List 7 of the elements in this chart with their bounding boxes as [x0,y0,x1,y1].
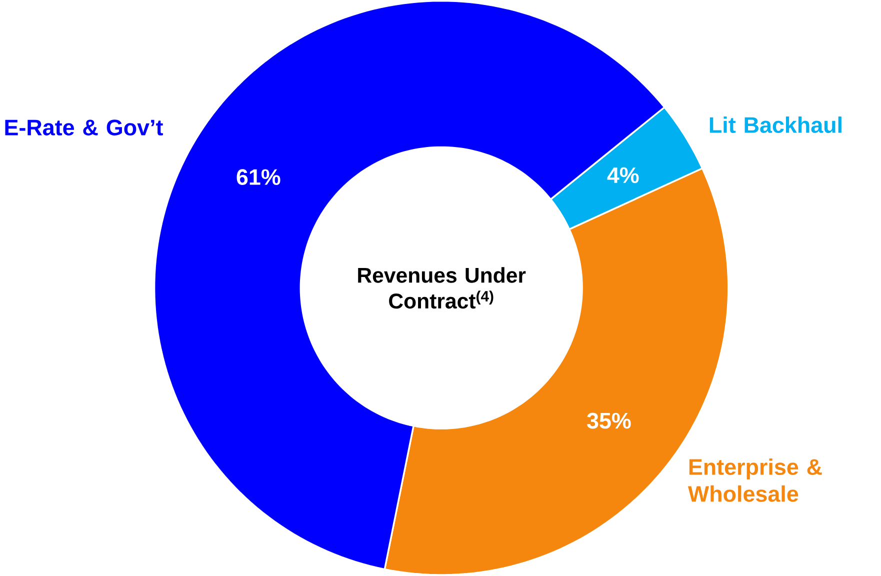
slice-label: E-Rate & Gov’t [5,120,163,136]
slice-label: Lit Backhaul [710,116,842,134]
data-label: 61% [236,169,280,186]
data-label: 35% [587,412,631,429]
data-label: 4% [607,167,639,184]
text: Revenues Under Contract$^{(4)}$ [358,267,526,309]
slice-label: Enterprise & Wholesale [688,458,822,502]
